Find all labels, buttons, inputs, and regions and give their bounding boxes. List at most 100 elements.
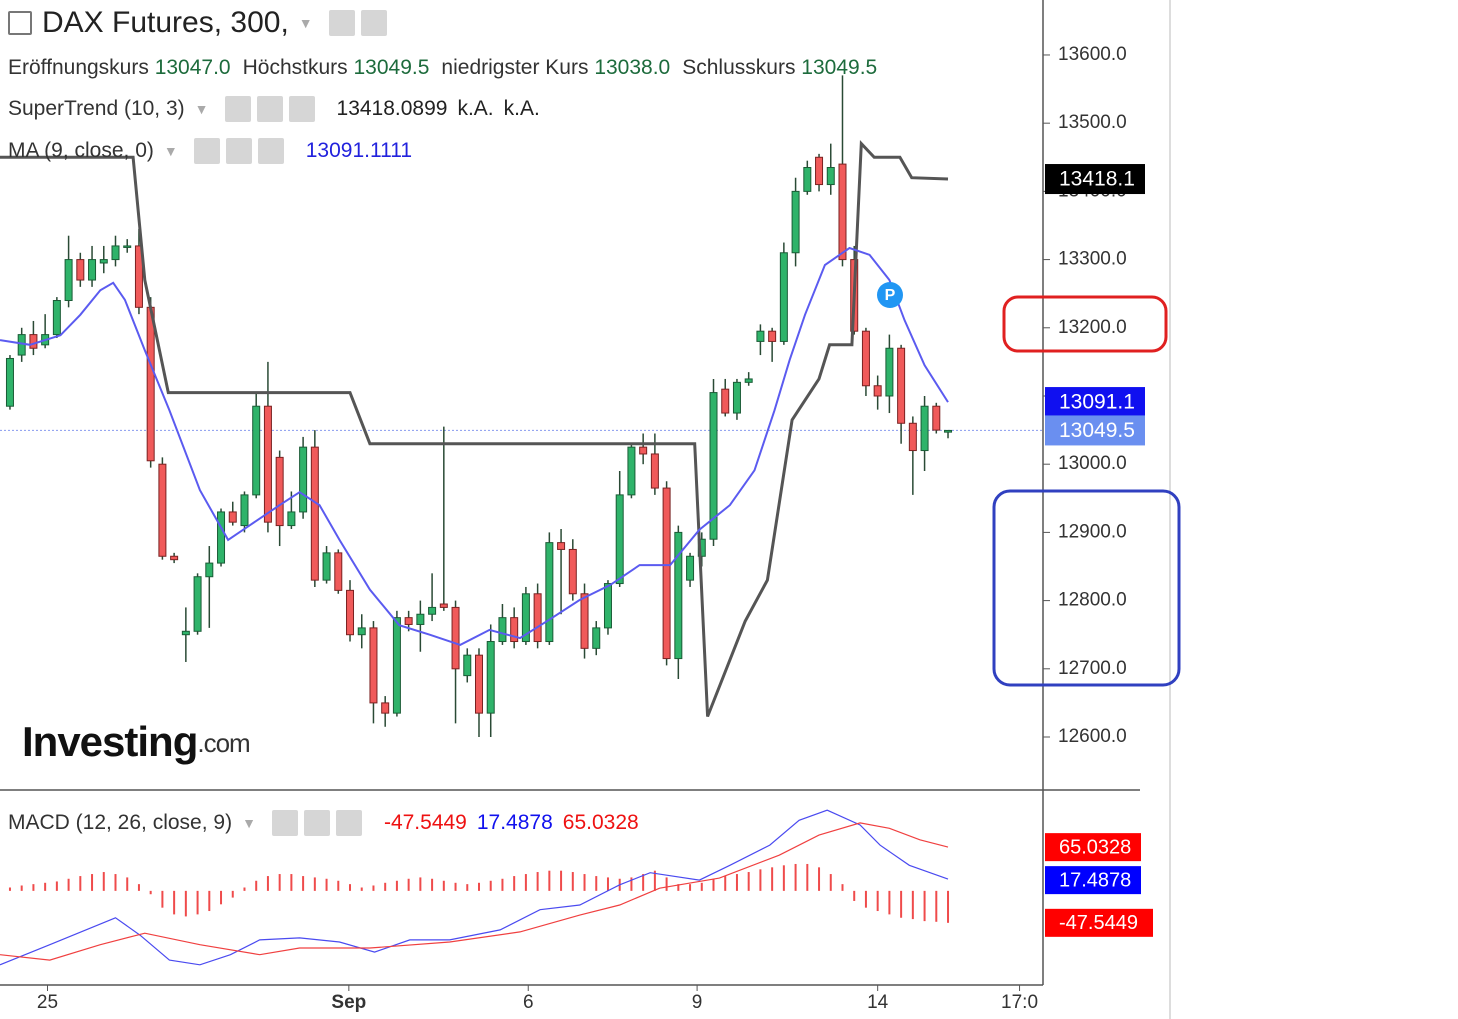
candle-body	[861, 330, 870, 387]
indicator-value: 13418.0899	[336, 97, 448, 120]
icon[interactable]	[288, 96, 315, 122]
title-row: DAX Futures, 300, ▼	[8, 6, 399, 40]
candle-body	[885, 347, 894, 397]
candle-body	[557, 542, 566, 550]
y-tick-label: 12800.0	[1058, 590, 1127, 611]
candle-body	[299, 446, 308, 513]
ma-legend: MA (9, close, 0) ▼ 13091.1111	[8, 138, 412, 164]
candle-body	[263, 405, 272, 523]
dropdown[interactable]: ▼	[194, 101, 209, 117]
indicator-value: k.A.	[503, 97, 540, 120]
icon[interactable]	[256, 96, 283, 122]
candle-body	[744, 378, 753, 383]
price-tag-label: 13049.5	[1059, 419, 1135, 442]
candle-body	[568, 548, 577, 595]
candle-body	[346, 589, 355, 636]
ohlc-item: Eröffnungskurs 13047.0	[8, 56, 231, 80]
logo-main: Investing	[22, 718, 197, 765]
indicator-name: MA (9, close, 0)	[8, 139, 154, 162]
candle-body	[545, 542, 554, 643]
candle-body	[650, 453, 659, 489]
icon[interactable]	[328, 10, 355, 36]
candle-body	[897, 347, 906, 424]
candle-body	[381, 702, 390, 714]
candle-body	[533, 593, 542, 643]
icon[interactable]	[303, 810, 330, 836]
candle-body	[111, 245, 120, 261]
candle-body	[193, 576, 202, 632]
plot: 12600.012700.012800.012900.013000.013100…	[0, 44, 1153, 1013]
candle-body	[826, 167, 835, 186]
macd-legend: MACD (12, 26, close, 9) ▼ -47.5449 17.4878 6…	[8, 810, 639, 836]
candle-body	[603, 583, 612, 629]
ohlc-label: Höchstkurs	[242, 56, 348, 79]
icon[interactable]	[225, 138, 252, 164]
candle-body	[287, 511, 296, 527]
price-tag	[1045, 164, 1145, 195]
y-tick-label: 13500.0	[1058, 112, 1127, 133]
candle-body	[392, 617, 401, 714]
icon[interactable]	[257, 138, 284, 164]
ohlc-item: Schlusskurs 13049.5	[682, 56, 877, 80]
candle-body	[76, 259, 85, 281]
candle-body	[181, 630, 190, 636]
y-tick-label: 13000.0	[1058, 453, 1127, 474]
macd-line	[0, 822, 949, 961]
macd-tag-label: 65.0328	[1059, 836, 1131, 858]
x-tick-label: 17:0	[1001, 992, 1038, 1013]
candle-body	[428, 606, 437, 615]
candle-body	[627, 446, 636, 496]
dropdown[interactable]: ▼	[163, 143, 178, 159]
candle-body	[838, 163, 847, 261]
icon[interactable]	[335, 810, 362, 836]
collapse-button[interactable]	[8, 11, 32, 35]
candle-body	[732, 381, 741, 414]
x-tick-label: 9	[692, 992, 703, 1013]
ohlc-legend: Eröffnungskurs 13047.0 Höchstkurs 13049.5…	[8, 56, 879, 80]
candle-body	[29, 334, 38, 349]
icon[interactable]	[360, 10, 387, 36]
logo-suffix: .com	[197, 728, 249, 758]
candle-body	[920, 405, 929, 452]
candle-body	[580, 593, 589, 649]
candle-body	[768, 330, 777, 342]
candle-body	[158, 463, 167, 557]
candle-body	[615, 494, 624, 585]
macd-tag	[1045, 866, 1141, 895]
indicator-name: SuperTrend (10, 3)	[8, 97, 185, 120]
candle-body	[944, 429, 953, 433]
ohlc-label: Eröffnungskurs	[8, 56, 149, 79]
x-tick-label: 6	[523, 992, 534, 1013]
alert-marker-label: P	[885, 287, 896, 304]
icon[interactable]	[271, 810, 298, 836]
indicator-value: -47.5449	[383, 811, 467, 834]
macd-tag-label: 17.4878	[1059, 869, 1131, 891]
candle-body	[52, 300, 61, 336]
ohlc-label: Schlusskurs	[682, 56, 796, 79]
price-tag	[1045, 415, 1145, 446]
ohlc-value: 13049.5	[353, 56, 430, 79]
candle-body	[510, 617, 519, 643]
price-tag-label: 13091.1	[1059, 391, 1135, 414]
dropdown[interactable]: ▼	[242, 815, 256, 831]
candle-body	[709, 392, 718, 540]
icon[interactable]	[224, 96, 251, 122]
candle-body	[334, 552, 343, 591]
y-tick-label: 13200.0	[1058, 317, 1127, 338]
highlight-blue	[992, 489, 1181, 687]
candle-body	[369, 627, 378, 704]
ohlc-item: Höchstkurs 13049.5	[243, 56, 430, 80]
alert-marker[interactable]	[877, 282, 903, 308]
ohlc-value: 13038.0	[594, 56, 671, 79]
candle-body	[252, 405, 261, 496]
candle-body	[146, 306, 155, 462]
supertrend-legend: SuperTrend (10, 3) ▼ 13418.0899 k.A. k.A.	[8, 96, 540, 122]
candle-body	[64, 259, 73, 302]
ohlc-item: niedrigster Kurs 13038.0	[441, 56, 670, 80]
x-tick-label: Sep	[331, 992, 366, 1013]
dropdown[interactable]: ▼	[298, 15, 313, 31]
icon[interactable]	[193, 138, 220, 164]
candle-body	[474, 654, 483, 714]
y-tick-label: 12900.0	[1058, 521, 1127, 542]
